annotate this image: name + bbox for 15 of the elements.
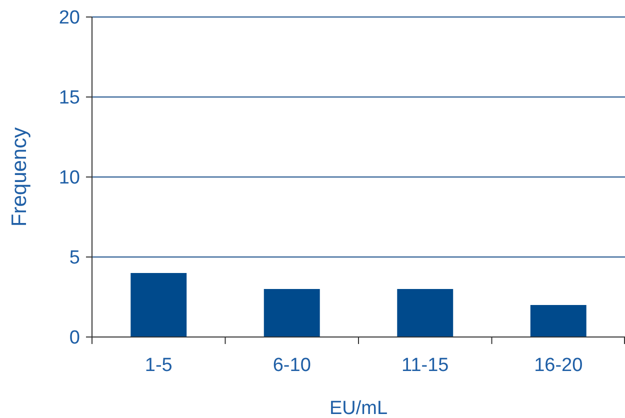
bar [130, 273, 187, 337]
y-tick-label: 15 [58, 88, 80, 109]
x-tick-label: 1-5 [144, 355, 172, 376]
x-tick-label: 6-10 [272, 355, 311, 376]
bar [530, 305, 586, 337]
y-tick-label: 20 [58, 8, 80, 29]
y-tick-label: 5 [69, 248, 80, 269]
bar [397, 289, 454, 337]
y-tick-label: 10 [58, 168, 80, 189]
bar [264, 289, 320, 337]
x-axis-title: EU/mL [329, 398, 388, 418]
y-axis-title: Frequency [8, 126, 31, 227]
y-tick-label: 0 [69, 328, 80, 349]
x-tick-label: 16-20 [534, 355, 583, 376]
x-tick-label: 11-15 [402, 355, 449, 376]
